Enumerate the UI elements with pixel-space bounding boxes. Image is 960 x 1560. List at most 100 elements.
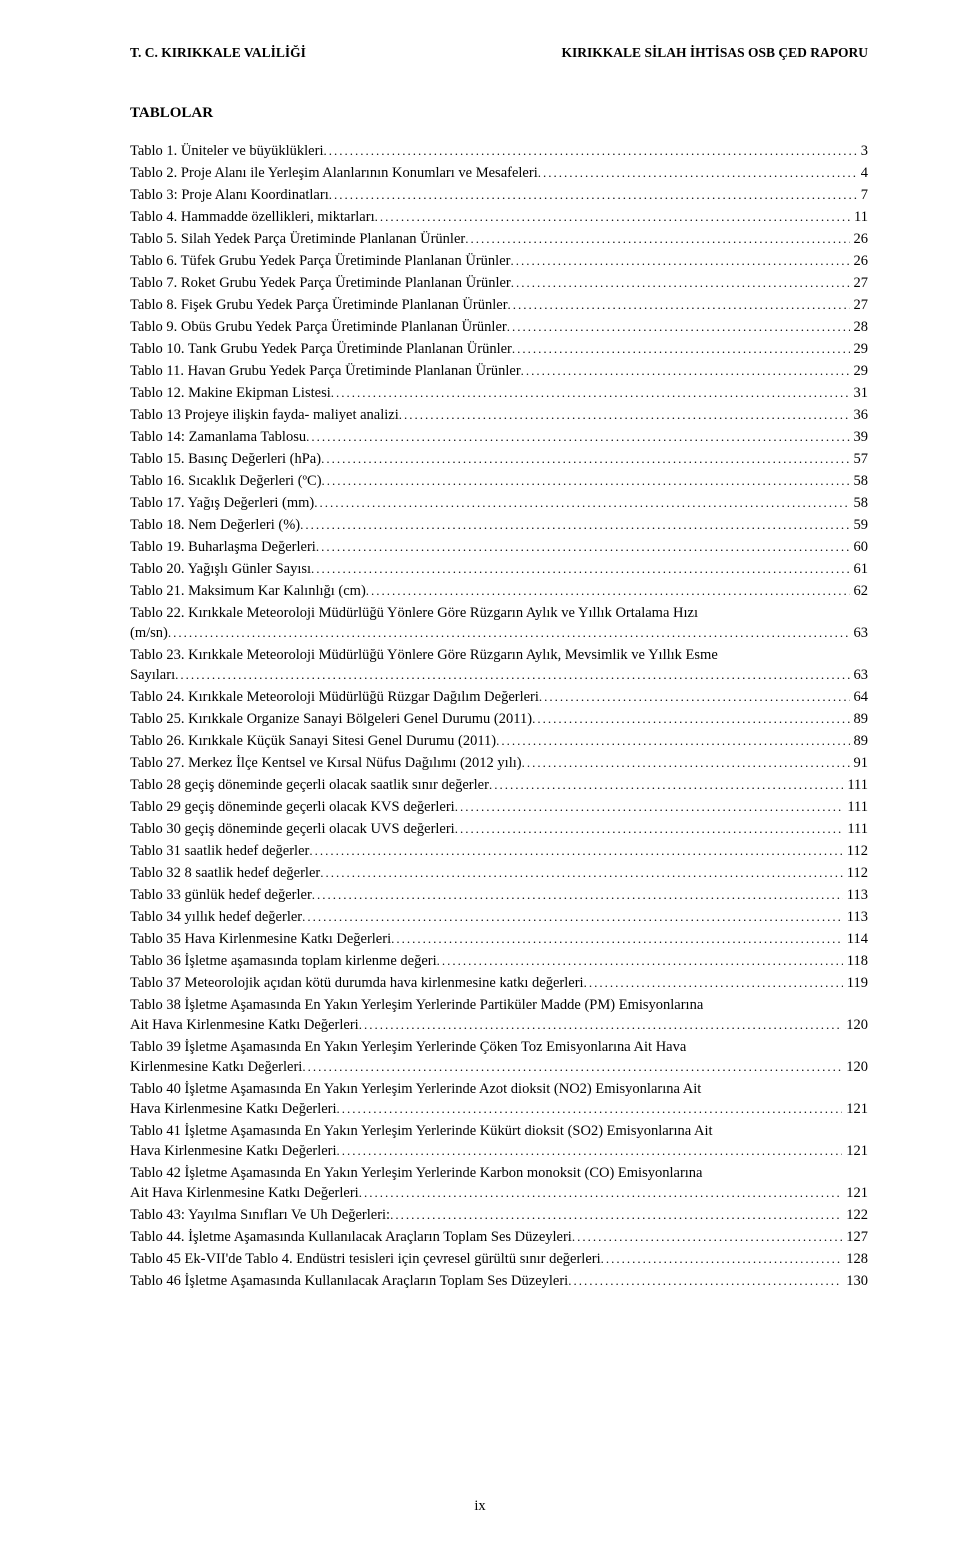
toc-leader-dots xyxy=(538,164,857,182)
toc-page: 112 xyxy=(843,863,868,883)
toc-label: Tablo 23. Kırıkkale Meteoroloji Müdürlüğ… xyxy=(130,645,868,665)
toc-label-cont: Hava Kirlenmesine Katkı Değerleri xyxy=(130,1141,337,1161)
toc-leader-dots xyxy=(306,428,849,446)
toc-label: Tablo 3: Proje Alanı Koordinatları xyxy=(130,185,329,205)
toc-entry: Tablo 20. Yağışlı Günler Sayısı 61 xyxy=(130,559,868,579)
toc-entry: Tablo 38 İşletme Aşamasında En Yakın Yer… xyxy=(130,995,868,1035)
toc-page: 120 xyxy=(842,1057,868,1077)
header-right: KIRIKKALE SİLAH İHTİSAS OSB ÇED RAPORU xyxy=(562,44,868,63)
toc-entry: Tablo 34 yıllık hedef değerler113 xyxy=(130,907,868,927)
toc-label: Tablo 45 Ek-VII'de Tablo 4. Endüstri tes… xyxy=(130,1249,601,1269)
toc-leader-dots xyxy=(337,1100,843,1118)
toc-label: Tablo 37 Meteorolojik açıdan kötü durumd… xyxy=(130,973,584,993)
toc-page: 91 xyxy=(850,753,869,773)
toc-entry: Tablo 27. Merkez İlçe Kentsel ve Kırsal … xyxy=(130,753,868,773)
toc-entry: Tablo 11. Havan Grubu Yedek Parça Üretim… xyxy=(130,361,868,381)
toc-page: 118 xyxy=(843,951,868,971)
toc-leader-dots xyxy=(510,252,849,270)
toc-page: 11 xyxy=(850,207,868,227)
toc-leader-dots xyxy=(322,472,850,490)
toc-page: 4 xyxy=(857,163,868,183)
toc-entry: Tablo 19. Buharlaşma Değerleri60 xyxy=(130,537,868,557)
toc-page: 120 xyxy=(842,1015,868,1035)
toc-page: 121 xyxy=(842,1099,868,1119)
toc-label: Tablo 8. Fişek Grubu Yedek Parça Üretimi… xyxy=(130,295,508,315)
toc-leader-dots xyxy=(455,820,844,838)
toc-entry: Tablo 13 Projeye ilişkin fayda- maliyet … xyxy=(130,405,868,425)
toc-leader-dots xyxy=(399,406,850,424)
toc-label-cont: Sayıları xyxy=(130,665,175,685)
toc-entry: Tablo 8. Fişek Grubu Yedek Parça Üretimi… xyxy=(130,295,868,315)
toc-label: Tablo 31 saatlik hedef değerler xyxy=(130,841,309,861)
toc-label: Tablo 17. Yağış Değerleri (mm) xyxy=(130,493,314,513)
toc-label: Tablo 41 İşletme Aşamasında En Yakın Yer… xyxy=(130,1121,868,1141)
toc-label: Tablo 44. İşletme Aşamasında Kullanılaca… xyxy=(130,1227,572,1247)
toc-leader-dots xyxy=(323,142,856,160)
toc-label: Tablo 10. Tank Grubu Yedek Parça Üretimi… xyxy=(130,339,512,359)
toc-leader-dots xyxy=(321,450,849,468)
toc-entry: Tablo 44. İşletme Aşamasında Kullanılaca… xyxy=(130,1227,868,1247)
toc-entry: Tablo 24. Kırıkkale Meteoroloji Müdürlüğ… xyxy=(130,687,868,707)
toc-leader-dots xyxy=(168,624,850,642)
toc-entry: Tablo 4. Hammadde özellikleri, miktarlar… xyxy=(130,207,868,227)
toc-entry: Tablo 18. Nem Değerleri (%)59 xyxy=(130,515,868,535)
toc-page: 128 xyxy=(842,1249,868,1269)
toc-leader-dots xyxy=(539,688,850,706)
toc-label: Tablo 34 yıllık hedef değerler xyxy=(130,907,302,927)
toc-page: 58 xyxy=(850,493,869,513)
toc-page: 60 xyxy=(850,537,869,557)
toc-leader-dots xyxy=(390,1206,842,1224)
toc-page: 59 xyxy=(850,515,869,535)
toc-entry: Tablo 10. Tank Grubu Yedek Parça Üretimi… xyxy=(130,339,868,359)
toc-entry: Tablo 5. Silah Yedek Parça Üretiminde Pl… xyxy=(130,229,868,249)
toc-page: 27 xyxy=(850,273,869,293)
toc-page: 3 xyxy=(857,141,868,161)
toc-leader-dots xyxy=(302,908,843,926)
toc-page: 89 xyxy=(850,709,869,729)
toc-page: 27 xyxy=(850,295,869,315)
toc-leader-dots xyxy=(316,538,850,556)
toc-leader-dots xyxy=(522,754,850,772)
toc-label: Tablo 5. Silah Yedek Parça Üretiminde Pl… xyxy=(130,229,465,249)
toc-label: Tablo 22. Kırıkkale Meteoroloji Müdürlüğ… xyxy=(130,603,868,623)
toc-entry: Tablo 16. Sıcaklık Değerleri (ºC)58 xyxy=(130,471,868,491)
toc-entry: Tablo 14: Zamanlama Tablosu39 xyxy=(130,427,868,447)
toc-label: Tablo 43: Yayılma Sınıfları Ve Uh Değerl… xyxy=(130,1205,390,1225)
toc-label: Tablo 33 günlük hedef değerler xyxy=(130,885,312,905)
toc-page: 61 xyxy=(850,559,869,579)
toc-leader-dots xyxy=(507,318,850,336)
toc-entry: Tablo 3: Proje Alanı Koordinatları7 xyxy=(130,185,868,205)
toc-page: 29 xyxy=(850,361,869,381)
toc-entry: Tablo 30 geçiş döneminde geçerli olacak … xyxy=(130,819,868,839)
toc-leader-dots xyxy=(337,1142,843,1160)
toc-entry: Tablo 40 İşletme Aşamasında En Yakın Yer… xyxy=(130,1079,868,1119)
toc-entry: Tablo 39 İşletme Aşamasında En Yakın Yer… xyxy=(130,1037,868,1077)
toc-leader-dots xyxy=(329,186,857,204)
toc-leader-dots xyxy=(465,230,849,248)
toc-page: 121 xyxy=(842,1141,868,1161)
toc-entry: Tablo 45 Ek-VII'de Tablo 4. Endüstri tes… xyxy=(130,1249,868,1269)
toc-label: Tablo 21. Maksimum Kar Kalınlığı (cm) xyxy=(130,581,366,601)
toc-label: Tablo 30 geçiş döneminde geçerli olacak … xyxy=(130,819,455,839)
toc-leader-dots xyxy=(375,208,850,226)
toc-entry: Tablo 42 İşletme Aşamasında En Yakın Yer… xyxy=(130,1163,868,1203)
toc-label: Tablo 4. Hammadde özellikleri, miktarlar… xyxy=(130,207,375,227)
toc-label: Tablo 32 8 saatlik hedef değerler xyxy=(130,863,320,883)
toc-leader-dots xyxy=(309,842,842,860)
toc-page: 119 xyxy=(843,973,868,993)
toc-page: 63 xyxy=(850,665,869,685)
toc-label: Tablo 26. Kırıkkale Küçük Sanayi Sitesi … xyxy=(130,731,496,751)
toc-label-cont: Hava Kirlenmesine Katkı Değerleri xyxy=(130,1099,337,1119)
toc-page: 58 xyxy=(850,471,869,491)
toc-entry: Tablo 32 8 saatlik hedef değerler 112 xyxy=(130,863,868,883)
toc-page: 121 xyxy=(842,1183,868,1203)
toc-entry: Tablo 33 günlük hedef değerler113 xyxy=(130,885,868,905)
toc-label: Tablo 1. Üniteler ve büyüklükleri xyxy=(130,141,323,161)
toc-leader-dots xyxy=(300,516,849,534)
toc-page: 57 xyxy=(850,449,869,469)
toc-label: Tablo 20. Yağışlı Günler Sayısı xyxy=(130,559,311,579)
toc-label: Tablo 11. Havan Grubu Yedek Parça Üretim… xyxy=(130,361,521,381)
toc-label: Tablo 28 geçiş döneminde geçerli olacak … xyxy=(130,775,489,795)
toc-leader-dots xyxy=(437,952,843,970)
toc-label: Tablo 13 Projeye ilişkin fayda- maliyet … xyxy=(130,405,399,425)
